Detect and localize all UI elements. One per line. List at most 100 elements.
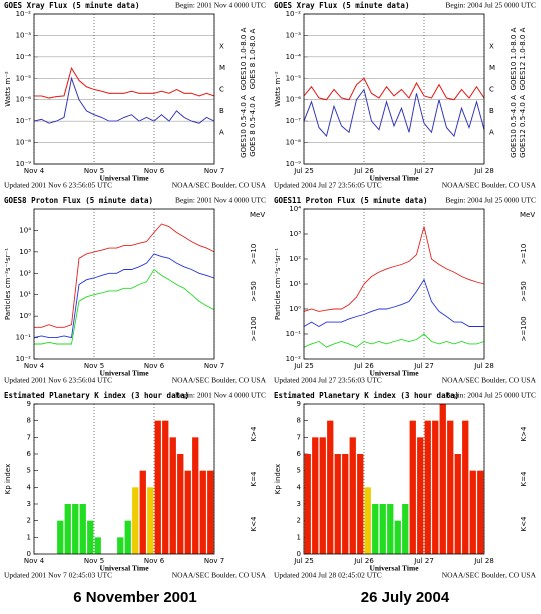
legend-label: >=50 [250,281,258,302]
bar [342,454,349,554]
x-tick-label: Nov 6 [144,167,165,175]
bar [199,470,206,554]
legend-label: >=100 [520,316,528,341]
y-tick-label: 0 [297,550,301,558]
y-tick-label: 10⁻⁷ [286,117,302,125]
x-axis-label: Universal Time [99,174,149,183]
bar [334,454,341,554]
x-tick-label: Jul 26 [353,167,374,175]
y-axis-label: Particles cm⁻²s⁻¹sr⁻¹ [274,248,282,320]
x-axis-label: Universal Time [99,369,149,378]
legend-label: K=4 [250,471,258,486]
x-tick-label: Nov 6 [144,362,165,370]
plot-area [34,14,214,164]
credit: NOAA/SEC Boulder, CO USA [442,571,537,580]
x-tick-label: Jul 26 [353,362,374,370]
y-tick-label: 7 [27,433,31,441]
y-tick-label: 10¹ [289,280,301,288]
y-tick-label: 4 [27,483,32,491]
legend-label: GOES10 1.0-8.0 A [240,27,248,90]
footer: Updated 2004 Jul 27 23:56:03 UTC [274,376,382,385]
bar [79,504,86,554]
begin-label: Begin: 2001 Nov 4 0000 UTC [175,1,266,10]
begin-label: Begin: 2004 Jul 25 0000 UTC [445,196,536,205]
series-line [303,77,485,101]
bar [364,487,371,554]
legend-title: MeV [250,211,265,219]
y-tick-label: 7 [297,433,301,441]
bar [169,437,176,554]
x-tick-label: Jul 26 [353,557,374,565]
series-line [303,333,485,348]
plot-frame [33,13,215,165]
legend-label: K=4 [520,471,528,486]
x-tick-label: Nov 7 [204,557,224,565]
legend-title: MeV [520,211,535,219]
plot-area [34,209,214,359]
x-tick-label: Nov 5 [84,557,104,565]
y-tick-label: 6 [27,450,32,458]
y-tick-label: 10² [289,255,301,263]
x-tick-label: Nov 4 [24,167,45,175]
y-tick-label: 10⁻⁵ [286,74,302,82]
x-tick-label: Jul 27 [413,557,434,565]
bar [154,420,161,554]
bar [94,537,101,554]
y-tick-label: 8 [297,417,301,425]
chart-title: Estimated Planetary K index (3 hour data… [4,391,189,400]
plot-frame [303,13,485,165]
y-tick-label: 10⁻¹ [286,330,302,338]
legend-label: >=100 [250,316,258,341]
bar [162,420,169,554]
y-tick-label: 10³ [289,230,301,238]
y-tick-label: 10⁴ [289,205,301,213]
x-tick-label: Nov 7 [204,167,224,175]
y-tick-label: 10⁻⁵ [16,74,32,82]
series-line [303,88,485,138]
bar [462,420,469,554]
plot-area [304,209,484,359]
x-axis-label: Universal Time [369,369,419,378]
x-tick-label: Jul 28 [473,362,494,370]
y2-tick-label: M [219,64,225,72]
legend-label: K<4 [520,516,528,531]
plot-frame [303,403,485,555]
series-line [303,226,485,312]
x-axis-label: Universal Time [369,174,419,183]
legend-label: K<4 [250,516,258,531]
y2-tick-label: X [489,43,494,51]
x-tick-label: Jul 27 [413,362,434,370]
bar [447,420,454,554]
chart-title: GOES8 Proton Flux (5 minute data) [4,196,153,205]
y-tick-label: 10⁻⁴ [286,53,302,61]
series-line [34,223,215,328]
x-tick-label: Jul 25 [293,362,314,370]
bar [432,420,439,554]
x-axis-label: Universal Time [99,564,149,573]
bar [454,454,461,554]
y-axis-label: Watts m⁻² [4,71,12,107]
y-tick-label: 10² [19,269,31,277]
bar [207,470,214,554]
y-axis-label: Watts m⁻² [274,71,282,107]
y-tick-label: 10⁻⁶ [16,96,32,104]
footer: Updated 2001 Nov 6 23:56:05 UTC [4,181,112,190]
bar [394,520,401,554]
legend-label: >=10 [250,244,258,265]
bar [402,504,409,554]
y-tick-label: 2 [297,517,301,525]
credit: NOAA/SEC Boulder, CO USA [442,181,537,190]
y-tick-label: 10⁻² [16,10,32,18]
series-line [303,278,484,328]
begin-label: Begin: 2004 Jul 25 0000 UTC [445,391,536,400]
begin-label: Begin: 2001 Nov 4 0000 UTC [175,196,266,205]
legend-label: GOES12 0.5-4.0 A [519,95,527,158]
plot-frame [33,208,215,360]
bar [184,470,191,554]
bar [424,420,431,554]
y-tick-label: 5 [27,467,31,475]
x-tick-label: Nov 4 [24,557,45,565]
x-tick-label: Jul 25 [293,557,314,565]
y2-tick-label: X [219,43,224,51]
legend-label: GOES10 0.5-4.0 A [510,95,518,158]
